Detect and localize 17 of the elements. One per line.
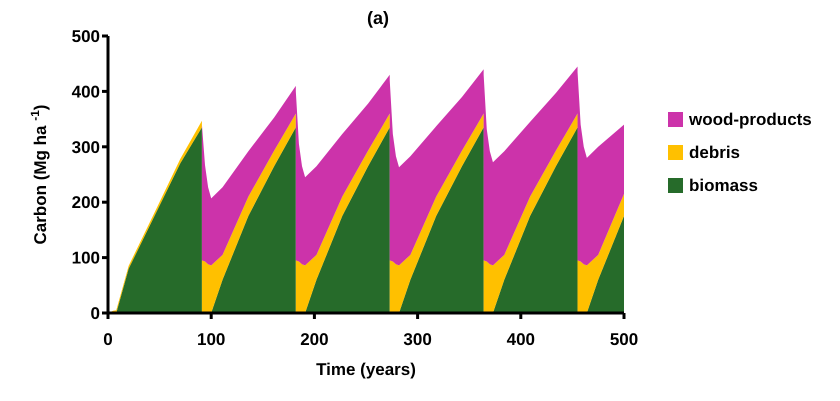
legend-label: biomass [689, 176, 758, 196]
y-tick-label: 300 [72, 138, 100, 157]
chart-title: (a) [366, 8, 390, 29]
y-tick-label: 500 [72, 27, 100, 46]
y-tick-label: 400 [72, 82, 100, 102]
y-tick-label: 200 [72, 193, 100, 212]
x-tick-label: 300 [403, 330, 432, 350]
x-tick-label: 500 [610, 330, 638, 350]
y-tick-label: 0 [90, 304, 100, 324]
x-tick-label: 0 [103, 330, 113, 350]
x-tick-label: 100 [197, 330, 226, 350]
x-axis-title: Time (years) [316, 360, 416, 379]
x-tick-label: 200 [300, 330, 329, 350]
y-tick-label: 100 [72, 248, 100, 268]
legend-label: wood-products [689, 110, 812, 130]
legend-label: debris [689, 142, 740, 162]
x-tick-label: 400 [506, 330, 535, 350]
